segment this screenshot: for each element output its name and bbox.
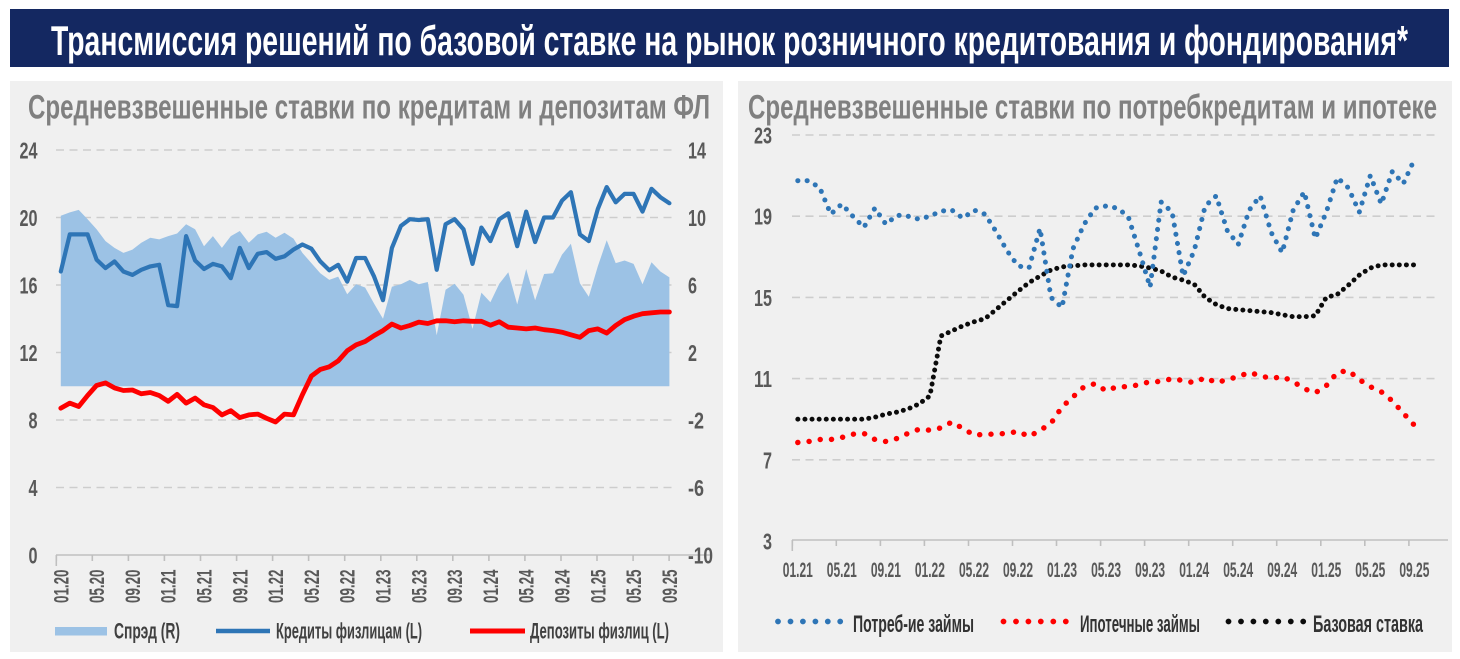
- svg-text:09.21: 09.21: [229, 569, 252, 603]
- svg-text:Средневзвешенные ставки по пот: Средневзвешенные ставки по потребкредита…: [748, 89, 1437, 127]
- svg-text:09.23: 09.23: [444, 570, 467, 604]
- svg-text:01.25: 01.25: [1311, 558, 1341, 582]
- svg-text:12: 12: [20, 340, 38, 366]
- svg-text:0: 0: [29, 543, 38, 569]
- svg-text:01.21: 01.21: [158, 569, 181, 603]
- svg-text:6: 6: [688, 273, 697, 299]
- svg-text:09.24: 09.24: [1267, 558, 1297, 582]
- svg-text:05.20: 05.20: [86, 570, 109, 604]
- svg-text:Потреб-ие займы: Потреб-ие займы: [853, 611, 974, 638]
- svg-text:4: 4: [29, 475, 38, 501]
- svg-text:01.24: 01.24: [1179, 558, 1209, 582]
- svg-text:09.20: 09.20: [122, 570, 145, 604]
- svg-text:8: 8: [29, 408, 38, 434]
- svg-text:05.22: 05.22: [301, 570, 324, 604]
- svg-text:01.22: 01.22: [265, 570, 288, 604]
- svg-text:Ипотечные займы: Ипотечные займы: [1080, 611, 1200, 638]
- svg-text:05.21: 05.21: [194, 569, 217, 603]
- svg-text:Базовая ставка: Базовая ставка: [1313, 611, 1423, 638]
- svg-text:01.23: 01.23: [373, 570, 396, 604]
- svg-text:09.25: 09.25: [659, 569, 682, 603]
- svg-text:20: 20: [20, 205, 38, 231]
- svg-text:3: 3: [763, 529, 772, 555]
- svg-text:2: 2: [688, 340, 697, 366]
- svg-text:Депозиты физлиц (L): Депозиты физлиц (L): [530, 619, 669, 644]
- svg-text:-6: -6: [688, 475, 704, 501]
- svg-text:01.24: 01.24: [480, 569, 503, 603]
- svg-text:05.25: 05.25: [623, 569, 646, 603]
- svg-text:01.21: 01.21: [783, 558, 813, 582]
- svg-text:05.24: 05.24: [516, 569, 539, 603]
- svg-text:05.23: 05.23: [408, 570, 431, 604]
- svg-text:14: 14: [688, 138, 706, 164]
- svg-text:09.25: 09.25: [1399, 558, 1429, 582]
- svg-text:19: 19: [754, 204, 772, 230]
- svg-text:09.22: 09.22: [337, 570, 360, 604]
- svg-text:01.22: 01.22: [915, 558, 945, 582]
- svg-text:09.21: 09.21: [871, 558, 901, 582]
- svg-text:Средневзвешенные ставки по кре: Средневзвешенные ставки по кредитам и де…: [28, 89, 710, 127]
- svg-text:05.25: 05.25: [1355, 558, 1385, 582]
- svg-text:24: 24: [20, 138, 38, 164]
- svg-text:10: 10: [688, 205, 706, 231]
- svg-text:09.24: 09.24: [552, 569, 575, 603]
- svg-text:Спрэд (R): Спрэд (R): [114, 619, 180, 644]
- svg-text:-10: -10: [688, 543, 713, 569]
- svg-text:01.23: 01.23: [1047, 558, 1077, 582]
- svg-text:05.22: 05.22: [959, 558, 989, 582]
- svg-text:16: 16: [20, 273, 38, 299]
- svg-text:15: 15: [754, 285, 772, 311]
- svg-text:09.22: 09.22: [1003, 558, 1033, 582]
- svg-text:05.21: 05.21: [827, 558, 857, 582]
- svg-text:01.20: 01.20: [50, 570, 73, 604]
- svg-text:01.25: 01.25: [587, 569, 610, 603]
- svg-text:Кредиты физлицам (L): Кредиты физлицам (L): [276, 619, 422, 644]
- svg-text:Трансмиссия решений по базовой: Трансмиссия решений по базовой ставке на…: [51, 17, 1408, 64]
- svg-text:09.23: 09.23: [1135, 558, 1165, 582]
- svg-text:-2: -2: [688, 408, 704, 434]
- svg-text:23: 23: [754, 123, 772, 149]
- svg-text:05.24: 05.24: [1223, 558, 1253, 582]
- svg-text:05.23: 05.23: [1091, 558, 1121, 582]
- svg-text:11: 11: [754, 366, 772, 392]
- svg-text:7: 7: [763, 447, 772, 473]
